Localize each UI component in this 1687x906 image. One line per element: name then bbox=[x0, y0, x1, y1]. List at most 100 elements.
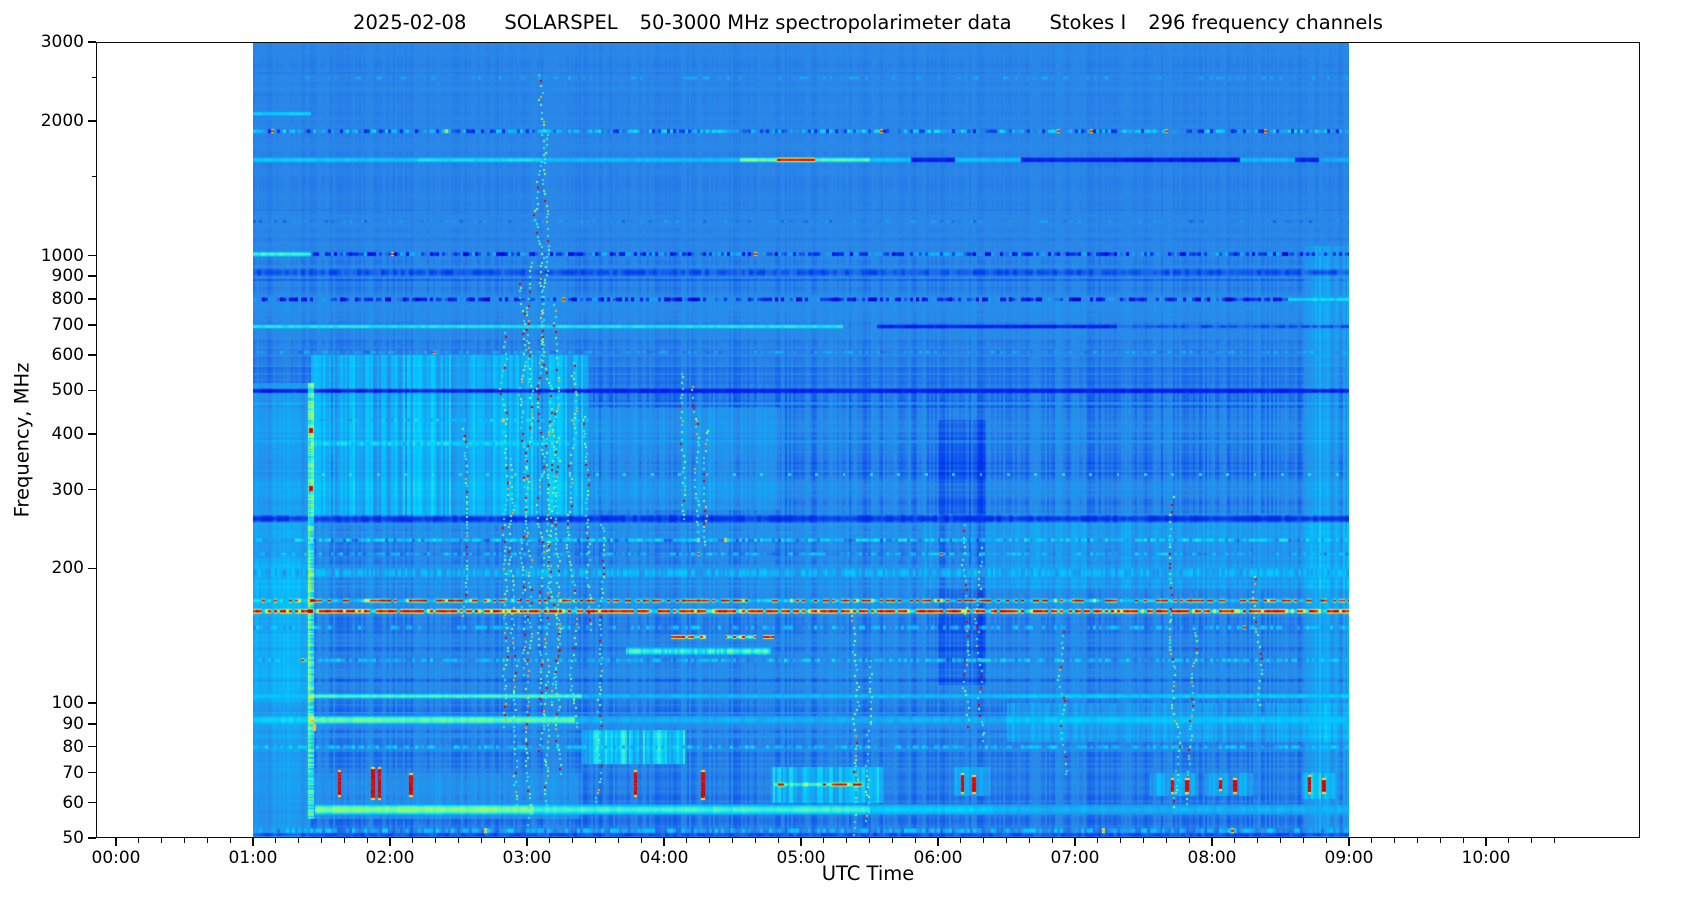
x-tick-label: 06:00 bbox=[913, 848, 963, 868]
y-major-tick bbox=[88, 254, 96, 257]
x-minor-tick bbox=[1325, 838, 1327, 843]
y-major-tick bbox=[88, 324, 96, 326]
y-tick-label: 500 bbox=[51, 380, 84, 401]
x-minor-tick bbox=[1188, 838, 1190, 843]
y-major-tick bbox=[88, 354, 96, 356]
y-tick-label: 900 bbox=[51, 266, 84, 287]
x-minor-tick bbox=[594, 838, 597, 843]
x-minor-tick bbox=[960, 838, 962, 843]
x-minor-tick bbox=[138, 838, 140, 843]
y-major-tick bbox=[88, 432, 96, 435]
x-major-tick bbox=[115, 838, 117, 846]
x-minor-tick bbox=[1257, 838, 1259, 843]
x-axis-label: UTC Time bbox=[821, 862, 915, 885]
x-major-tick bbox=[252, 838, 254, 846]
x-minor-tick bbox=[503, 838, 505, 843]
x-major-tick bbox=[1211, 838, 1213, 846]
y-tick-label: 100 bbox=[51, 693, 84, 714]
y-tick-label: 90 bbox=[62, 713, 84, 734]
x-minor-tick bbox=[709, 838, 711, 843]
x-minor-tick bbox=[1553, 838, 1556, 843]
title-instrument: SOLARSPEL bbox=[504, 11, 618, 34]
x-minor-tick bbox=[983, 838, 985, 843]
title-stokes: Stokes I bbox=[1049, 11, 1127, 34]
x-tick-label: 03:00 bbox=[502, 848, 552, 868]
y-major-tick bbox=[88, 275, 96, 277]
x-minor-tick bbox=[161, 838, 163, 843]
y-tick-label: 200 bbox=[51, 558, 84, 579]
title-description: 50-3000 MHz spectropolarimeter data bbox=[639, 11, 1012, 34]
x-minor-tick bbox=[640, 838, 642, 843]
x-minor-tick bbox=[183, 838, 186, 843]
chart-title: 2025-02-08 SOLARSPEL 50-3000 MHz spectro… bbox=[96, 11, 1640, 34]
x-tick-label: 08:00 bbox=[1187, 848, 1237, 868]
x-minor-tick bbox=[229, 838, 231, 843]
x-minor-tick bbox=[1439, 838, 1441, 843]
y-major-tick bbox=[88, 567, 96, 570]
x-tick-label: 01:00 bbox=[228, 848, 278, 868]
x-minor-tick bbox=[754, 838, 756, 843]
x-minor-tick bbox=[914, 838, 916, 843]
y-major-tick bbox=[88, 120, 96, 122]
x-major-tick bbox=[663, 838, 665, 846]
x-major-tick bbox=[937, 838, 939, 846]
x-minor-tick bbox=[1120, 838, 1122, 843]
x-minor-tick bbox=[1462, 838, 1464, 843]
y-major-tick bbox=[88, 702, 96, 705]
x-minor-tick bbox=[1279, 838, 1282, 843]
title-channels: 296 frequency channels bbox=[1148, 11, 1383, 34]
y-major-tick bbox=[88, 389, 96, 392]
y-minor-tick bbox=[91, 176, 96, 178]
x-minor-tick bbox=[1028, 838, 1030, 843]
x-minor-tick bbox=[823, 838, 825, 843]
y-major-tick bbox=[88, 41, 96, 43]
y-tick-label: 2000 bbox=[40, 110, 84, 131]
y-tick-label: 3000 bbox=[40, 32, 84, 52]
x-minor-tick bbox=[1097, 838, 1099, 843]
x-tick-label: 07:00 bbox=[1050, 848, 1100, 868]
x-tick-label: 00:00 bbox=[91, 848, 141, 868]
y-tick-label: 400 bbox=[51, 423, 84, 444]
x-tick-label: 10:00 bbox=[1461, 848, 1511, 868]
x-major-tick bbox=[1485, 838, 1487, 846]
y-major-tick bbox=[88, 771, 96, 774]
x-minor-tick bbox=[206, 838, 208, 843]
x-minor-tick bbox=[572, 838, 574, 843]
x-minor-tick bbox=[1302, 838, 1304, 843]
x-minor-tick bbox=[617, 838, 619, 843]
y-tick-label: 300 bbox=[51, 479, 84, 500]
y-tick-label: 50 bbox=[62, 828, 84, 848]
x-tick-label: 09:00 bbox=[1324, 848, 1374, 868]
x-major-tick bbox=[800, 838, 802, 846]
x-minor-tick bbox=[1508, 838, 1510, 843]
y-major-tick bbox=[88, 488, 96, 491]
y-tick-label: 800 bbox=[51, 288, 84, 309]
x-minor-tick bbox=[1394, 838, 1396, 843]
x-minor-tick bbox=[549, 838, 551, 843]
x-minor-tick bbox=[1005, 838, 1008, 843]
y-major-tick bbox=[88, 801, 96, 804]
y-minor-tick bbox=[91, 76, 96, 79]
y-tick-label: 700 bbox=[51, 314, 84, 335]
y-major-tick bbox=[88, 837, 96, 839]
x-major-tick bbox=[1348, 838, 1350, 846]
x-minor-tick bbox=[457, 838, 460, 843]
x-minor-tick bbox=[1416, 838, 1419, 843]
x-minor-tick bbox=[1051, 838, 1053, 843]
x-minor-tick bbox=[1371, 838, 1373, 843]
x-minor-tick bbox=[731, 838, 734, 843]
x-tick-label: 02:00 bbox=[365, 848, 415, 868]
y-major-tick bbox=[88, 298, 96, 300]
x-minor-tick bbox=[435, 838, 437, 843]
plot-area-border bbox=[96, 42, 1640, 838]
x-major-tick bbox=[526, 838, 528, 846]
x-tick-label: 05:00 bbox=[776, 848, 826, 868]
x-minor-tick bbox=[846, 838, 848, 843]
x-minor-tick bbox=[320, 838, 323, 843]
y-major-tick bbox=[88, 722, 96, 725]
y-tick-label: 60 bbox=[62, 792, 84, 813]
title-date: 2025-02-08 bbox=[353, 11, 467, 34]
x-minor-tick bbox=[366, 838, 368, 843]
y-major-tick bbox=[88, 745, 96, 748]
